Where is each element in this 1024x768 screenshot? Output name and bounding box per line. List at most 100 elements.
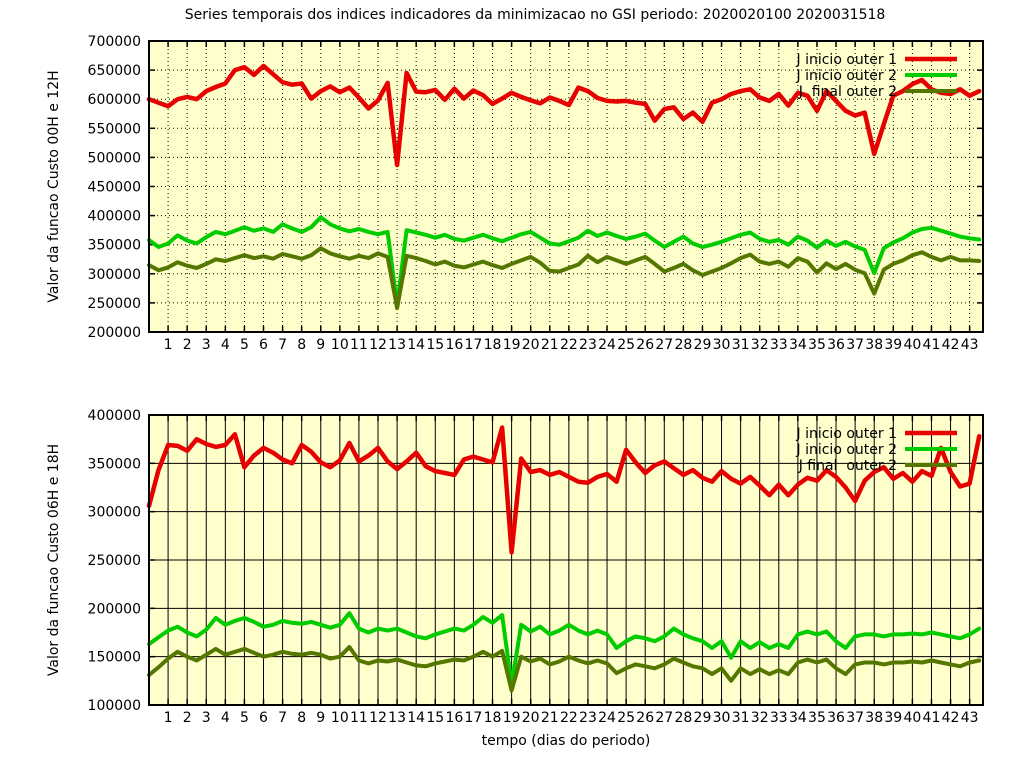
x-tick-label: 2 <box>183 337 192 353</box>
series-line-j-inicio-outer-1 <box>146 425 982 555</box>
x-tick-label: 29 <box>694 710 712 726</box>
x-tick-label: 3 <box>202 710 211 726</box>
y-tick-label: 650000 <box>88 63 141 79</box>
y-tick-label: 300000 <box>88 267 141 283</box>
y-tick-label: 600000 <box>88 92 141 108</box>
y-tick-label: 700000 <box>88 34 141 50</box>
x-tick-label: 15 <box>426 710 444 726</box>
x-tick-label: 32 <box>751 337 769 353</box>
x-tick-label: 4 <box>221 337 230 353</box>
x-tick-label: 4 <box>221 710 230 726</box>
x-tick-label: 34 <box>789 710 807 726</box>
chart-bottom: 1 2 3 4 5 6 7 8 9 10 11 12 13 14 15 16 17 18 19 20 21 22 23 24 2… <box>46 408 984 726</box>
x-tick-label: 1 <box>164 710 173 726</box>
tick-labels: 1 2 3 4 5 6 7 8 9 10 11 12 13 14 15 16 17 18 19 20 21 22 23 24 2… <box>88 408 979 726</box>
x-tick-label: 31 <box>732 710 750 726</box>
x-tick-label: 27 <box>655 337 673 353</box>
x-tick-label: 27 <box>655 710 673 726</box>
legend-label-j-inicio-outer-2: J inicio outer 2 <box>796 442 898 458</box>
x-tick-label: 17 <box>465 337 483 353</box>
x-tick-label: 32 <box>751 710 769 726</box>
y-tick-label: 200000 <box>88 325 141 341</box>
y-tick-label: 300000 <box>88 505 141 521</box>
x-tick-label: 24 <box>598 337 616 353</box>
x-tick-label: 33 <box>770 337 788 353</box>
y-tick-label: 350000 <box>88 456 141 472</box>
x-tick-label: 20 <box>522 337 540 353</box>
x-tick-label: 13 <box>388 337 406 353</box>
y-tick-label: 250000 <box>88 296 141 312</box>
x-tick-label: 14 <box>407 710 425 726</box>
series-line-j-inicio-outer-2 <box>147 611 982 687</box>
x-tick-label: 8 <box>297 337 306 353</box>
x-tick-label: 6 <box>259 337 268 353</box>
legend: J inicio outer 1J inicio outer 2J final … <box>796 52 957 100</box>
x-tick-label: 29 <box>694 337 712 353</box>
x-tick-label: 16 <box>445 337 463 353</box>
legend-label-j-inicio-outer-1: J inicio outer 1 <box>796 52 898 68</box>
y-tick-label: 550000 <box>88 121 141 137</box>
x-tick-label: 13 <box>388 710 406 726</box>
y-tick-label: 150000 <box>88 650 141 666</box>
x-tick-label: 23 <box>579 337 597 353</box>
x-tick-label: 35 <box>808 337 826 353</box>
y-tick-label: 400000 <box>88 408 141 424</box>
x-tick-label: 40 <box>903 337 921 353</box>
x-tick-label: 34 <box>789 337 807 353</box>
x-tick-label: 42 <box>942 337 960 353</box>
x-tick-label: 12 <box>369 710 387 726</box>
x-tick-label: 39 <box>884 337 902 353</box>
x-tick-label: 25 <box>617 337 635 353</box>
plot-border <box>148 40 984 333</box>
x-tick-label: 18 <box>484 710 502 726</box>
legend: J inicio outer 1J inicio outer 2J final … <box>796 426 957 474</box>
y-tick-label: 450000 <box>88 180 141 196</box>
x-tick-label: 18 <box>484 337 502 353</box>
x-tick-label: 11 <box>350 710 368 726</box>
x-tick-label: 23 <box>579 710 597 726</box>
x-tick-label: 38 <box>865 337 883 353</box>
x-tick-label: 19 <box>503 337 521 353</box>
x-tick-label: 31 <box>732 337 750 353</box>
x-axis-label: tempo (dias do periodo) <box>481 733 651 749</box>
y-axis-label: Valor da funcao Custo 00H e 12H <box>46 70 62 302</box>
y-tick-label: 400000 <box>88 209 141 225</box>
series-line-j-inicio-outer-2 <box>147 215 982 308</box>
x-tick-label: 1 <box>164 337 173 353</box>
x-tick-label: 7 <box>278 337 287 353</box>
x-tick-label: 36 <box>827 337 845 353</box>
legend-label-j-final-outer-2: J final outer 2 <box>798 84 897 100</box>
x-tick-label: 28 <box>674 710 692 726</box>
x-tick-label: 30 <box>713 337 731 353</box>
x-tick-label: 28 <box>674 337 692 353</box>
x-tick-label: 30 <box>713 710 731 726</box>
page-title: Series temporais dos indices indicadores… <box>184 7 886 23</box>
x-tick-label: 14 <box>407 337 425 353</box>
x-tick-label: 40 <box>903 710 921 726</box>
x-tick-label: 36 <box>827 710 845 726</box>
x-tick-label: 2 <box>183 710 192 726</box>
x-tick-label: 21 <box>541 337 559 353</box>
y-tick-label: 100000 <box>88 698 141 714</box>
x-tick-label: 43 <box>961 710 979 726</box>
x-tick-label: 12 <box>369 337 387 353</box>
y-tick-label: 350000 <box>88 238 141 254</box>
x-tick-label: 21 <box>541 710 559 726</box>
x-tick-label: 22 <box>560 337 578 353</box>
x-tick-label: 39 <box>884 710 902 726</box>
x-tick-label: 6 <box>259 710 268 726</box>
x-tick-label: 26 <box>636 710 654 726</box>
x-tick-label: 10 <box>331 337 349 353</box>
x-tick-label: 41 <box>923 710 941 726</box>
x-tick-label: 25 <box>617 710 635 726</box>
x-tick-label: 17 <box>465 710 483 726</box>
x-tick-label: 15 <box>426 337 444 353</box>
x-tick-label: 33 <box>770 710 788 726</box>
x-tick-label: 24 <box>598 710 616 726</box>
x-tick-label: 38 <box>865 710 883 726</box>
x-tick-label: 19 <box>503 710 521 726</box>
x-tick-label: 43 <box>961 337 979 353</box>
series-line-j-inicio-outer-1 <box>146 63 982 168</box>
